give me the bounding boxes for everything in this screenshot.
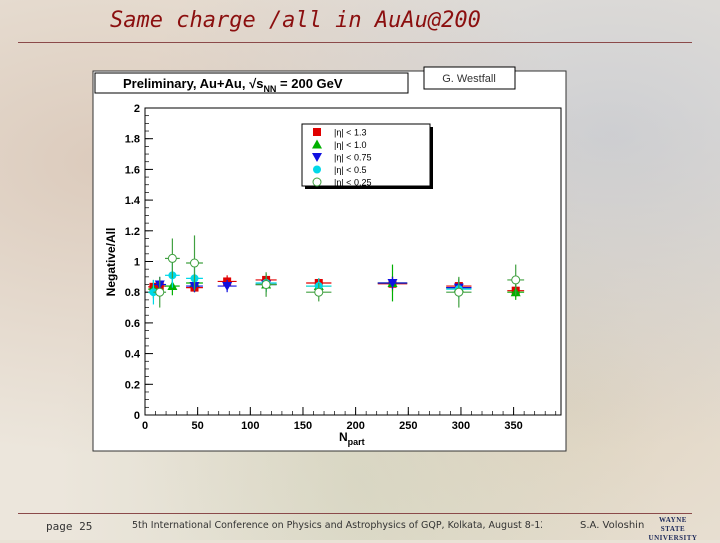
data-point bbox=[222, 282, 233, 292]
legend-marker bbox=[312, 139, 322, 149]
x-tick-label: 250 bbox=[399, 420, 417, 432]
y-tick-label: 2 bbox=[134, 103, 140, 115]
y-tick-label: 1.4 bbox=[125, 195, 141, 207]
legend-label: |η| < 0.5 bbox=[334, 165, 366, 175]
y-axis-label: Negative/All bbox=[104, 228, 118, 297]
series-4 bbox=[153, 235, 525, 308]
footer-divider bbox=[18, 513, 692, 514]
x-tick-label: 50 bbox=[192, 420, 204, 432]
data-point bbox=[261, 280, 271, 290]
y-tick-label: 0.8 bbox=[125, 287, 140, 299]
data-point bbox=[189, 258, 199, 268]
y-tick-label: 1.8 bbox=[125, 134, 140, 146]
x-tick-label: 300 bbox=[452, 420, 470, 432]
y-tick-label: 1.6 bbox=[125, 164, 140, 176]
legend-box bbox=[301, 123, 431, 187]
title-divider bbox=[18, 42, 692, 43]
x-tick-label: 0 bbox=[142, 420, 148, 432]
data-marks bbox=[148, 235, 525, 308]
data-point bbox=[167, 253, 177, 263]
y-tick-label: 0.2 bbox=[125, 379, 140, 391]
annotation-box bbox=[423, 66, 516, 90]
university-logo: WAYNE STATE UNIVERSITY bbox=[646, 516, 700, 542]
legend-marker bbox=[312, 153, 322, 162]
legend-label: |η| < 0.75 bbox=[334, 153, 371, 163]
y-tick-label: 1.2 bbox=[125, 226, 140, 238]
y-tick-label: 1 bbox=[134, 257, 140, 269]
legend-label: |η| < 1.3 bbox=[334, 128, 366, 138]
logo-line-1: WAYNE STATE bbox=[659, 516, 687, 533]
y-tick-label: 0.4 bbox=[125, 349, 141, 361]
x-tick-label: 200 bbox=[346, 420, 364, 432]
data-point bbox=[454, 287, 464, 297]
x-tick-label: 100 bbox=[241, 420, 259, 432]
data-point bbox=[387, 278, 398, 288]
page-number: page 25 bbox=[46, 520, 93, 533]
y-tick-label: 0.6 bbox=[125, 318, 140, 330]
y-tick-label: 0 bbox=[134, 410, 140, 422]
slide-title: Same charge /all in AuAu@200 bbox=[110, 8, 481, 33]
legend-label: |η| < 1.0 bbox=[334, 140, 366, 150]
author-name: S.A. Voloshin bbox=[580, 520, 645, 531]
x-tick-label: 150 bbox=[294, 420, 312, 432]
legend-marker bbox=[312, 177, 322, 187]
legend: |η| < 1.3 |η| < 1.0 |η| < 0.75 |η| < 0.5 |η|… bbox=[301, 123, 433, 189]
axes: 0 0.2 0.4 0.6 0.8 1 1.2 1.4 1.6 1.8 2 0 50 100 150 200 2… bbox=[125, 103, 557, 432]
data-point bbox=[155, 287, 165, 297]
conference-name: 5th International Conference on Physics … bbox=[132, 520, 542, 531]
x-tick-label: 350 bbox=[504, 420, 522, 432]
data-point bbox=[511, 275, 521, 285]
logo-line-2: UNIVERSITY bbox=[648, 534, 698, 542]
legend-label: |η| < 0.25 bbox=[334, 178, 371, 188]
chart-title-box bbox=[94, 72, 409, 94]
legend-marker bbox=[313, 128, 321, 136]
legend-marker bbox=[313, 165, 321, 174]
data-point bbox=[314, 287, 324, 297]
chart-title: Preliminary, Au+Au, √sNN = 200 GeV bbox=[123, 76, 343, 94]
annotation-text: G. Westfall bbox=[442, 73, 496, 85]
